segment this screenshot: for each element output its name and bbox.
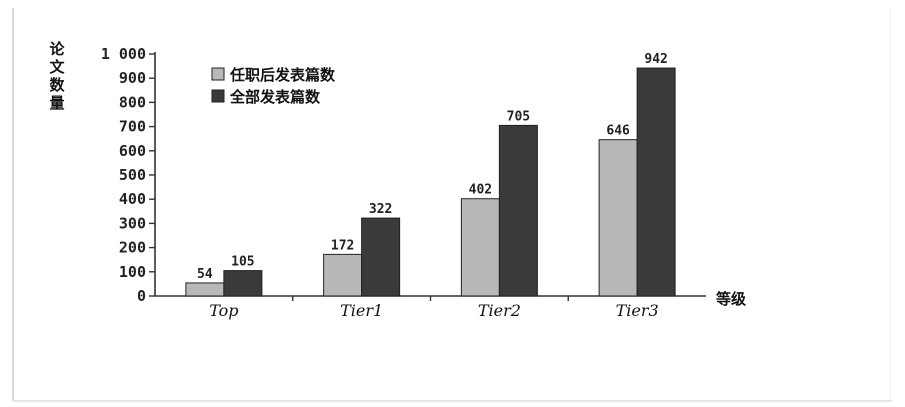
y-tick-label: 400 [119,190,146,208]
legend-label: 全部发表篇数 [229,88,321,106]
frame-right-border [890,8,891,400]
bar [460,198,500,297]
frame-left-border [12,8,14,400]
y-tick-label: 900 [119,69,146,87]
bar [598,139,638,297]
bar [185,282,225,297]
bar [323,253,363,297]
x-category-label: Tier2 [478,301,521,320]
y-tick-label: 600 [119,142,146,160]
y-axis-title-char: 论 [49,40,65,58]
bar-value-label: 942 [644,52,667,67]
y-tick-label: 500 [119,166,146,184]
x-axis-categories: Top Tier1 Tier2 Tier3 [209,301,658,320]
y-tick-label: 800 [119,93,146,111]
legend-label: 任职后发表篇数 [229,66,336,84]
frame-bottom-border [12,400,892,402]
y-tick-label: 200 [119,239,146,257]
y-axis-title-char: 数 [49,76,65,94]
bar [361,217,401,297]
bar-value-label: 54 [197,267,213,282]
bar-value-label: 402 [469,183,492,198]
y-tick-label: 1 000 [101,45,146,63]
bar [223,270,263,297]
legend-swatch [211,89,225,103]
x-category-label: Top [209,301,238,320]
bar-value-label: 105 [231,255,254,270]
y-tick-label: 0 [137,287,146,305]
legend-swatch [211,67,225,81]
bar [636,67,676,297]
x-axis-title: 等级 [716,290,747,308]
bar-value-label: 646 [606,124,630,139]
y-tick-label: 700 [119,118,146,136]
bar-value-label: 705 [507,109,530,124]
y-tick-label: 300 [119,214,146,232]
bar-value-label: 322 [369,202,392,217]
bar [498,124,538,297]
y-tick-label: 100 [119,263,146,281]
y-axis-title-char: 文 [49,58,65,76]
x-category-label: Tier1 [340,301,383,320]
bars-group: 54 105 172 322 402 705 646 942 [185,52,676,301]
y-axis-title-char: 量 [49,94,64,112]
bar-value-label: 172 [331,238,354,253]
x-category-label: Tier3 [616,301,659,320]
y-axis-ticks: 0 100 200 300 400 500 600 700 800 900 1 000 [101,45,155,305]
